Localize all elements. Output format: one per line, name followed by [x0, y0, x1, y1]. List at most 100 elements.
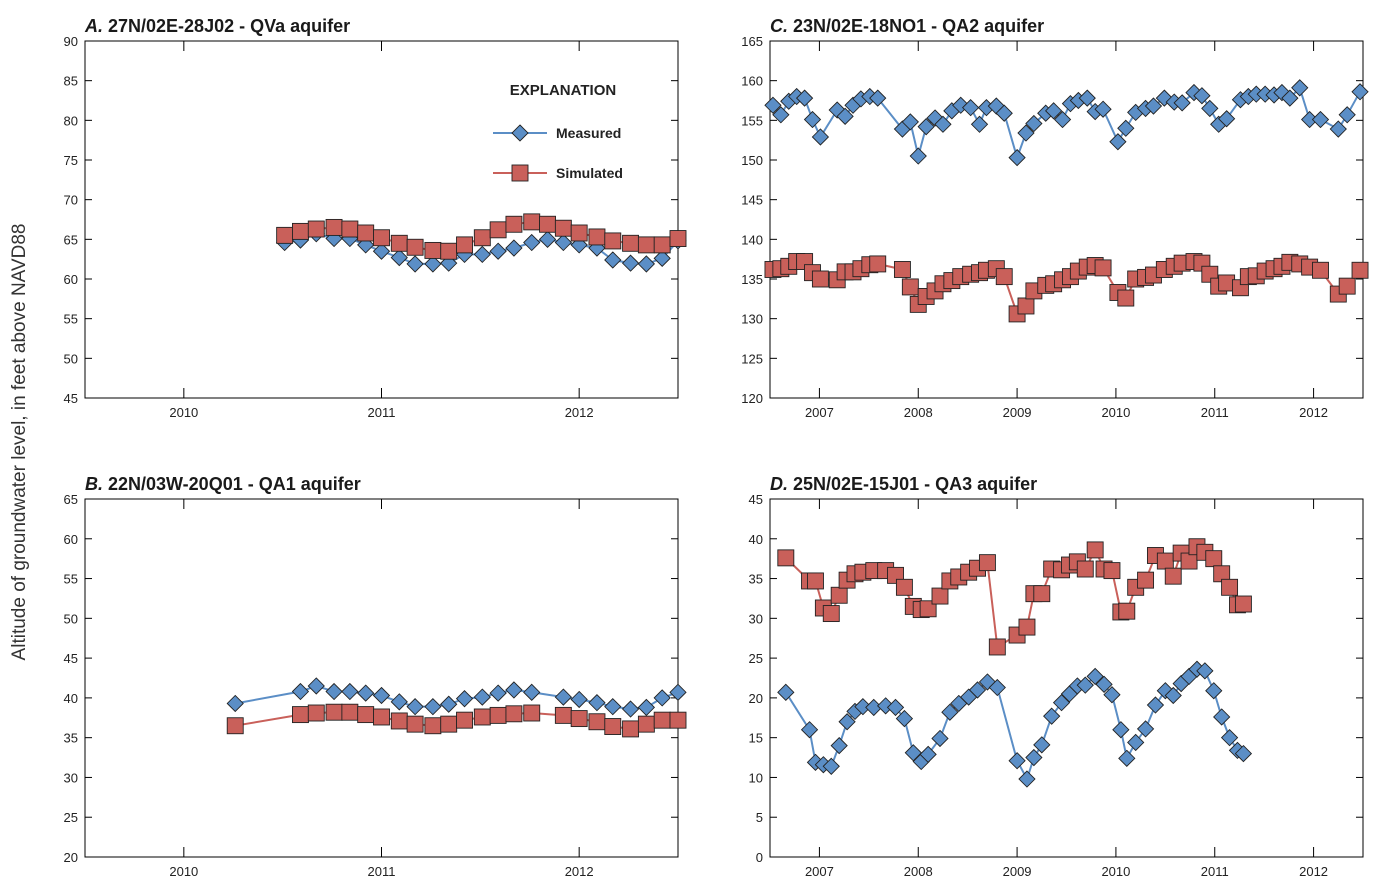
measured-point: [473, 688, 491, 706]
measured-point: [538, 230, 557, 248]
measured-point: [795, 89, 814, 107]
measured-point: [424, 698, 442, 716]
measured-point: [473, 245, 491, 264]
x-tick-label: 2009: [1003, 405, 1032, 420]
simulated-point: [895, 578, 913, 596]
simulated-point: [406, 238, 424, 256]
plot-frame: [84, 498, 679, 858]
simulated-point: [505, 215, 523, 233]
legend: EXPLANATION Measured Simulated: [493, 82, 623, 182]
simulated-point: [554, 219, 572, 237]
measured-point: [1043, 707, 1061, 725]
y-tick-label: 75: [64, 153, 78, 168]
y-tick-label: 155: [741, 113, 763, 128]
y-tick-label: 60: [64, 272, 78, 287]
measured-point: [1025, 114, 1043, 133]
panel-B: B. 22N/03W-20Q01 - QA1 aquifer 20 25 30 35 40…: [64, 474, 687, 879]
y-tick-label: 80: [64, 113, 78, 128]
measured-point: [621, 254, 640, 272]
measured-point: [637, 255, 656, 273]
simulated-point: [1033, 585, 1051, 603]
y-tick-label: 30: [64, 770, 78, 785]
measured-point: [406, 698, 424, 716]
x-tick-label: 2012: [1299, 864, 1328, 879]
panel-A: A. 27N/02E-28J02 - QVa aquifer 45 50 55 60 65…: [64, 16, 687, 420]
measured-point: [1117, 119, 1135, 137]
x-tick-label: 2010: [1101, 864, 1130, 879]
measured-point: [523, 233, 541, 252]
y-tick-label: 165: [741, 34, 763, 49]
measured-point: [1109, 133, 1127, 151]
simulated-point: [1018, 618, 1036, 636]
measured-point: [588, 694, 606, 712]
y-tick-label: 160: [741, 74, 763, 89]
simulated-point: [622, 234, 640, 252]
simulated-point: [588, 228, 606, 246]
simulated-point: [622, 720, 640, 738]
measured-point: [1086, 667, 1104, 686]
measured-point: [357, 684, 375, 702]
panel-C: C. 23N/02E-18NO1 - QA2 aquifer 120 125 130 1…: [741, 16, 1369, 420]
x-tick-label: 2011: [1201, 405, 1229, 420]
y-tick-label: 65: [64, 492, 78, 507]
measured-point: [1136, 720, 1155, 738]
measured-point: [1205, 682, 1223, 700]
measured-point: [1338, 106, 1356, 124]
measured-point: [968, 681, 987, 699]
y-tick-label: 40: [64, 691, 78, 706]
measured-point: [970, 115, 989, 133]
legend-measured-label: Measured: [556, 125, 621, 141]
simulated-point: [440, 242, 458, 260]
simulated-point: [919, 600, 937, 618]
measured-point: [307, 677, 325, 695]
measured-point: [1193, 87, 1211, 105]
x-tick-label: 2011: [368, 405, 396, 420]
measured-point: [1127, 733, 1145, 752]
measured-point: [554, 233, 572, 252]
x-tick-label: 2007: [805, 864, 834, 879]
measured-point: [621, 700, 640, 718]
y-axis-label: Altitude of groundwater level, in feet a…: [9, 224, 30, 661]
simulated-point: [357, 224, 375, 242]
measured-point: [604, 251, 622, 269]
simulated-point: [988, 638, 1006, 656]
measured-point: [1146, 696, 1165, 714]
simulated-point: [1086, 541, 1104, 559]
y-tick-label: 20: [749, 691, 763, 706]
simulated-point: [1180, 552, 1198, 570]
simulated-point: [341, 703, 359, 721]
measured-point: [822, 757, 840, 775]
simulated-point: [373, 229, 390, 247]
y-tick-label: 30: [749, 611, 763, 626]
measured-point: [1311, 110, 1330, 129]
x-tick-label: 2010: [1101, 405, 1130, 420]
y-tick-label: 65: [64, 232, 78, 247]
measured-point: [226, 694, 244, 713]
panel-letter: C.: [770, 16, 788, 36]
x-tick-label: 2012: [1299, 405, 1328, 420]
x-tick-label: 2012: [565, 405, 594, 420]
measured-point: [800, 721, 819, 739]
measured-point: [803, 110, 822, 129]
x-tick-label: 2008: [904, 864, 933, 879]
y-tick-label: 45: [64, 391, 78, 406]
simulated-point: [807, 572, 824, 590]
simulated-point: [276, 226, 294, 244]
panel-title-B: B. 22N/03W-20Q01 - QA1 aquifer: [85, 474, 361, 494]
measured-point: [1173, 94, 1191, 112]
measured-point: [653, 689, 671, 707]
y-tick-label: 15: [749, 731, 763, 746]
simulated-point: [539, 215, 556, 233]
simulated-point: [1164, 567, 1182, 585]
measured-point: [854, 698, 872, 716]
simulated-point: [307, 220, 325, 238]
measured-point: [811, 128, 830, 146]
measured-point: [987, 97, 1005, 115]
simulated-point: [669, 230, 687, 247]
y-tick-label: 60: [64, 532, 78, 547]
y-tick-label: 150: [741, 153, 763, 168]
simulated-point: [1094, 259, 1112, 277]
measured-point: [1025, 748, 1043, 767]
measured-point: [505, 681, 523, 699]
